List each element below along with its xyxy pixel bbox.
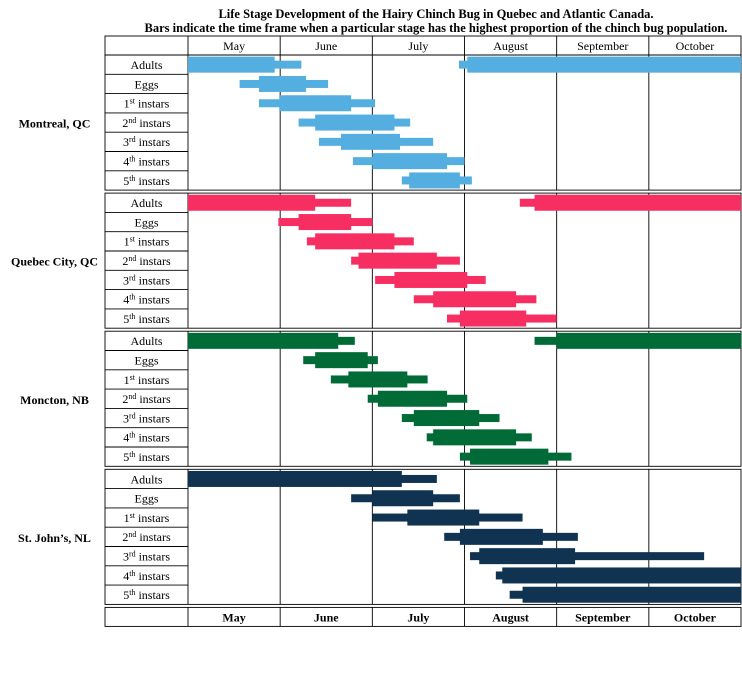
stage-label-quebec-city-qc-0: Adults xyxy=(130,196,162,210)
stage-bar-peak-moncton-nb-6 xyxy=(433,429,517,446)
month-label-top-june: June xyxy=(315,39,337,53)
stage-bar-peak-moncton-nb-7 xyxy=(470,448,549,465)
month-label-top-august: August xyxy=(493,39,528,53)
stage-label-montreal-qc-3: 2nd instars xyxy=(122,116,171,130)
stage-bar-peak-montreal-qc-1 xyxy=(467,56,741,73)
stage-bar-peak-st-john-s-nl-5 xyxy=(502,567,741,584)
stage-bar-peak-montreal-qc-6 xyxy=(372,153,447,170)
stage-bar-peak-st-john-s-nl-0 xyxy=(188,470,402,487)
stage-bar-peak-montreal-qc-5 xyxy=(340,133,400,150)
stage-label-montreal-qc-4: 3rd instars xyxy=(123,135,170,149)
stage-label-moncton-nb-4: 3rd instars xyxy=(123,411,170,425)
stage-bar-peak-quebec-city-qc-7 xyxy=(459,310,527,327)
group-frame-moncton-nb xyxy=(104,330,742,467)
stage-label-moncton-nb-3: 2nd instars xyxy=(122,392,171,406)
chart-subtitle: Bars indicate the time frame when a part… xyxy=(145,21,728,35)
stage-label-moncton-nb-0: Adults xyxy=(130,334,162,348)
stage-label-moncton-nb-1: Eggs xyxy=(135,354,159,368)
chart-grid: May June July August September October Adults E… xyxy=(11,35,742,627)
stage-bar-peak-montreal-qc-4 xyxy=(315,114,395,131)
stage-bar-peak-quebec-city-qc-4 xyxy=(358,252,437,269)
stage-bar-peak-st-john-s-nl-3 xyxy=(459,528,543,545)
stage-bar-peak-st-john-s-nl-2 xyxy=(407,509,480,526)
month-label-bottom-july: July xyxy=(407,610,429,624)
life-stage-chart: Life Stage Development of the Hairy Chin… xyxy=(11,7,742,627)
stage-label-montreal-qc-6: 5th instars xyxy=(123,174,170,188)
stage-label-quebec-city-qc-5: 4th instars xyxy=(123,293,170,307)
stage-label-st-john-s-nl-6: 5th instars xyxy=(123,588,170,602)
stage-label-st-john-s-nl-0: Adults xyxy=(130,472,162,486)
month-label-top-july: July xyxy=(408,39,428,53)
stage-bar-range-st-john-s-nl-4 xyxy=(470,552,705,561)
location-label-moncton-nb: Moncton, NB xyxy=(20,393,89,407)
month-label-bottom-september: September xyxy=(575,610,631,624)
stage-bar-peak-quebec-city-qc-2 xyxy=(298,214,352,231)
stage-label-st-john-s-nl-1: Eggs xyxy=(135,492,159,506)
stage-label-quebec-city-qc-1: Eggs xyxy=(135,215,159,229)
stage-bar-peak-quebec-city-qc-3 xyxy=(315,233,395,250)
month-label-bottom-august: August xyxy=(492,610,529,624)
stage-label-st-john-s-nl-5: 4th instars xyxy=(123,569,170,583)
month-footer-frame xyxy=(104,606,742,627)
stage-label-st-john-s-nl-3: 2nd instars xyxy=(122,530,171,544)
stage-bar-peak-quebec-city-qc-1 xyxy=(534,194,741,211)
group-frame-st-john-s-nl xyxy=(104,468,742,605)
stage-bar-peak-montreal-qc-7 xyxy=(409,172,460,189)
location-label-montreal-qc: Montreal, QC xyxy=(19,117,91,131)
stage-bar-peak-quebec-city-qc-0 xyxy=(188,194,316,211)
stage-bar-peak-montreal-qc-0 xyxy=(188,56,275,73)
group-frame-quebec-city-qc xyxy=(104,192,742,329)
stage-label-st-john-s-nl-2: 1st instars xyxy=(124,511,170,525)
stage-label-quebec-city-qc-6: 5th instars xyxy=(123,312,170,326)
stage-label-quebec-city-qc-3: 2nd instars xyxy=(122,254,171,268)
stage-label-montreal-qc-0: Adults xyxy=(130,58,162,72)
stage-bar-peak-quebec-city-qc-6 xyxy=(433,291,517,308)
month-label-bottom-june: June xyxy=(314,610,339,624)
stage-bar-peak-st-john-s-nl-4 xyxy=(479,548,576,565)
stage-bar-peak-st-john-s-nl-1 xyxy=(372,490,434,507)
stage-label-quebec-city-qc-4: 3rd instars xyxy=(123,273,170,287)
stage-bar-peak-moncton-nb-1 xyxy=(556,332,741,349)
stage-bar-peak-moncton-nb-3 xyxy=(348,371,408,388)
stage-label-moncton-nb-6: 5th instars xyxy=(123,450,170,464)
stage-bar-peak-moncton-nb-5 xyxy=(413,410,480,427)
month-label-bottom-october: October xyxy=(674,610,717,624)
month-label-top-october: October xyxy=(676,39,715,53)
group-frame-montreal-qc xyxy=(104,54,742,191)
chart-title: Life Stage Development of the Hairy Chin… xyxy=(218,7,653,21)
stage-label-montreal-qc-5: 4th instars xyxy=(123,155,170,169)
stage-bar-peak-moncton-nb-4 xyxy=(377,390,447,407)
stage-bar-peak-montreal-qc-3 xyxy=(279,95,352,112)
location-label-st-john-s-nl: St. John’s, NL xyxy=(18,531,91,545)
stage-label-moncton-nb-2: 1st instars xyxy=(124,373,170,387)
stage-bar-peak-montreal-qc-2 xyxy=(258,75,306,92)
stage-bar-peak-quebec-city-qc-5 xyxy=(394,271,468,288)
stage-bar-peak-st-john-s-nl-6 xyxy=(522,586,741,603)
location-label-quebec-city-qc: Quebec City, QC xyxy=(11,255,98,269)
month-label-bottom-may: May xyxy=(222,610,245,624)
stage-bar-peak-moncton-nb-0 xyxy=(188,332,339,349)
month-label-top-may: May xyxy=(223,39,245,53)
stage-label-montreal-qc-1: Eggs xyxy=(135,77,159,91)
stage-label-montreal-qc-2: 1st instars xyxy=(124,97,170,111)
stage-bar-peak-moncton-nb-2 xyxy=(315,352,368,369)
stage-label-quebec-city-qc-2: 1st instars xyxy=(124,235,170,249)
month-label-top-september: September xyxy=(577,39,628,53)
stage-label-moncton-nb-5: 4th instars xyxy=(123,431,170,445)
stage-label-st-john-s-nl-4: 3rd instars xyxy=(123,550,170,564)
